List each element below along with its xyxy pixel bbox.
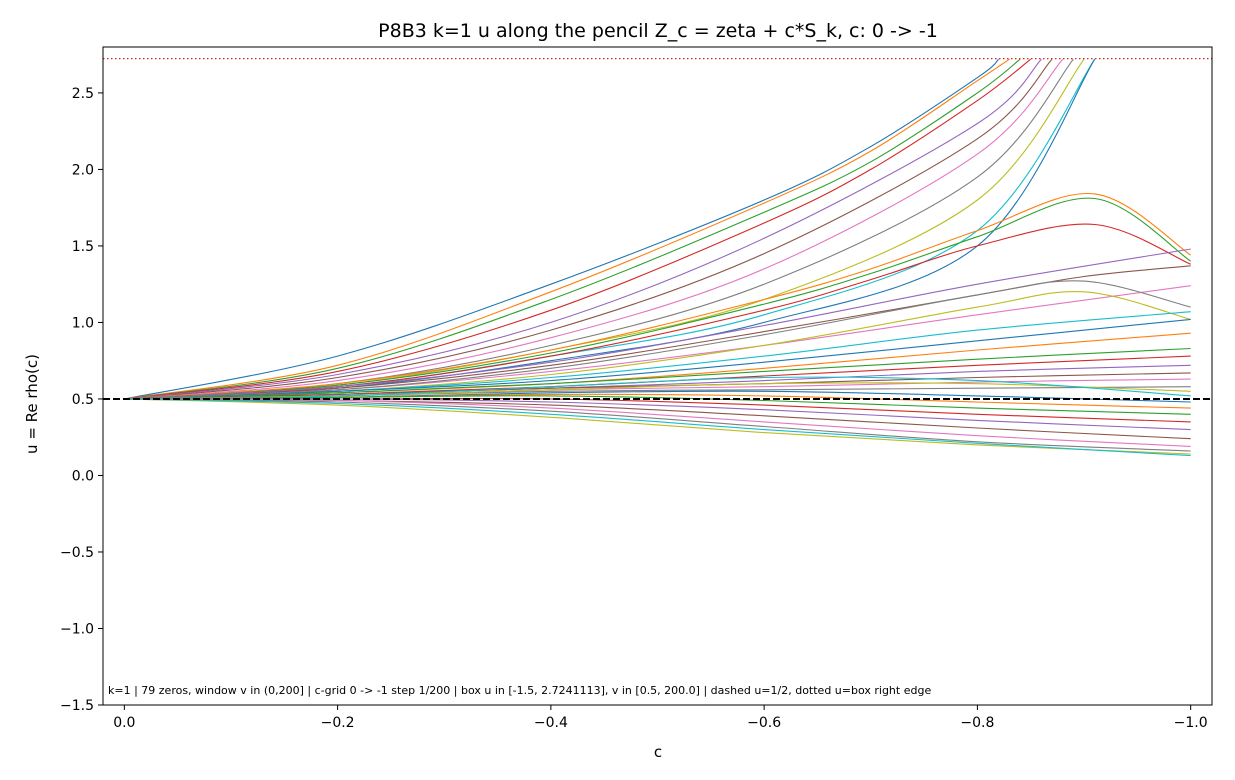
series-line-4 xyxy=(124,58,1032,400)
y-tick-label: 2.5 xyxy=(72,86,94,102)
series-line-39 xyxy=(124,398,1191,455)
x-tick-label: −0.2 xyxy=(321,715,355,731)
chart-annotation: k=1 | 79 zeros, window v in (0,200] | c-… xyxy=(108,684,931,697)
y-tick-label: 1.0 xyxy=(72,315,94,331)
y-axis-ticks: −1.5 −1.0 −0.5 0.0 0.5 1.0 1.5 2.0 2.5 xyxy=(60,86,103,714)
y-tick-label: −1.0 xyxy=(60,621,94,637)
series-line-1 xyxy=(124,58,1000,400)
x-tick-label: −0.8 xyxy=(960,715,994,731)
x-axis-ticks: 0.0 −0.2 −0.4 −0.6 −0.8 −1.0 xyxy=(113,705,1208,731)
y-tick-label: 0.5 xyxy=(72,392,94,408)
series-line-40 xyxy=(124,398,1191,457)
series-line-38 xyxy=(124,398,1191,452)
y-tick-label: 0.0 xyxy=(72,468,94,484)
x-tick-label: −0.6 xyxy=(747,715,781,731)
series-line-2 xyxy=(124,58,1010,400)
series-line-35 xyxy=(124,398,1191,431)
series-line-12 xyxy=(124,192,1191,400)
x-axis-label: c xyxy=(654,743,662,761)
series-line-6 xyxy=(124,58,1053,400)
x-tick-label: −1.0 xyxy=(1174,715,1208,731)
series-line-37 xyxy=(124,398,1191,447)
series-line-5 xyxy=(124,58,1042,400)
plot-frame xyxy=(102,46,1213,706)
series-layer xyxy=(124,58,1192,457)
reference-lines xyxy=(103,58,1212,400)
series-line-3 xyxy=(124,58,1021,400)
x-tick-label: 0.0 xyxy=(113,715,135,731)
series-line-21 xyxy=(124,318,1191,400)
series-line-15 xyxy=(124,248,1191,400)
series-line-7 xyxy=(124,58,1064,400)
series-line-30 xyxy=(124,376,1191,400)
y-tick-label: −0.5 xyxy=(60,545,94,561)
chart-title: P8B3 k=1 u along the pencil Z_c = zeta +… xyxy=(378,20,938,42)
y-tick-label: 2.0 xyxy=(72,162,94,178)
y-tick-label: 1.5 xyxy=(72,239,94,255)
x-tick-label: −0.4 xyxy=(534,715,568,731)
series-line-18 xyxy=(124,280,1191,400)
series-line-16 xyxy=(124,265,1191,400)
series-line-13 xyxy=(124,197,1192,400)
series-line-23 xyxy=(124,347,1191,400)
y-tick-label: −1.5 xyxy=(60,698,94,714)
series-line-33 xyxy=(124,395,1191,415)
y-axis-label: u = Re rho(c) xyxy=(23,354,41,454)
